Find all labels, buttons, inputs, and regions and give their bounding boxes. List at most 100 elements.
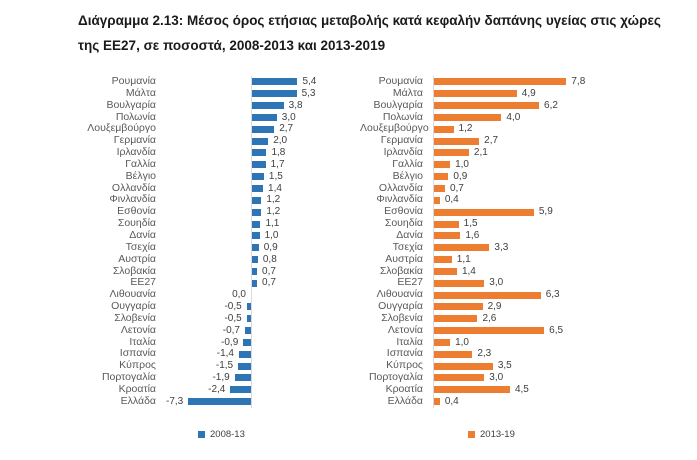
- country-label: Σλοβακία: [379, 264, 423, 277]
- value-label: 4,9: [521, 87, 536, 99]
- chart-title: Διάγραμμα 2.13: Μέσος όρος ετήσιας μεταβ…: [78, 8, 663, 58]
- chart-row: Ουγγαρία 2,9: [360, 300, 623, 313]
- country-label: Μάλτα: [125, 86, 156, 99]
- bar: [433, 125, 454, 133]
- country-label: Κύπρος: [386, 359, 423, 372]
- country-label: Γερμανία: [380, 134, 423, 147]
- value-label: 0,4: [444, 395, 459, 407]
- country-label: Ελλάδα: [120, 394, 156, 407]
- value-label: -1,9: [212, 372, 230, 384]
- bar: [433, 161, 451, 169]
- bar: [433, 232, 461, 240]
- bar: [433, 256, 452, 264]
- bar: [433, 327, 545, 335]
- chart-row: Τσεχία 0,9: [85, 240, 340, 254]
- chart-row: Ρουμανία 7,8: [360, 75, 623, 88]
- bar: [433, 303, 483, 311]
- country-label: Σουηδία: [384, 217, 423, 230]
- value-label: 2,7: [279, 123, 294, 135]
- value-label: 6,5: [549, 324, 564, 336]
- chart-row: Ρουμανία 5,4: [85, 75, 340, 88]
- country-label: Αυστρία: [385, 252, 423, 265]
- bar: [251, 244, 259, 252]
- chart-row: Ισπανία -1,4: [85, 348, 340, 360]
- value-label: 6,2: [544, 99, 558, 111]
- value-label: 1,2: [266, 206, 281, 218]
- chart-row: Γαλλία 1,0: [360, 157, 623, 171]
- value-label: -1,4: [216, 348, 234, 360]
- bar: [433, 315, 478, 323]
- country-label: Εσθονία: [384, 205, 423, 218]
- value-label: 1,7: [270, 158, 285, 170]
- country-label: Φινλανδία: [109, 193, 156, 206]
- country-label: Πολωνία: [115, 110, 156, 123]
- bar: [433, 398, 440, 406]
- value-label: -2,4: [208, 383, 226, 395]
- value-label: 0,0: [232, 289, 246, 301]
- bar: [433, 196, 440, 204]
- chart-row: Μάλτα 5,3: [85, 86, 340, 100]
- chart-row: ΕΕ27 0,7: [85, 276, 340, 289]
- country-label: Κύπρος: [119, 359, 156, 372]
- chart-row: Λετονία 6,5: [360, 324, 623, 337]
- chart-row: Βουλγαρία 6,2: [360, 99, 623, 112]
- chart-row: Λουξεμβούργο 2,7: [85, 123, 340, 135]
- value-label: -0,5: [224, 301, 242, 313]
- chart-row: Σουηδία 1,1: [85, 217, 340, 230]
- chart-row: Γερμανία 2,7: [360, 134, 623, 147]
- bar: [433, 90, 517, 98]
- chart-row: Βουλγαρία 3,8: [85, 99, 340, 112]
- bar: [251, 90, 297, 98]
- legend-2013-19: 2013-19: [468, 429, 515, 440]
- value-label: 3,0: [489, 372, 504, 384]
- chart-row: Ελλάδα -7,3: [85, 394, 340, 408]
- chart-title-line2: της ΕΕ27, σε ποσοστά, 2008-2013 και 2013…: [78, 38, 386, 53]
- chart-row: Γερμανία 2,0: [85, 134, 340, 147]
- bar: [433, 102, 540, 110]
- bar: [251, 267, 258, 275]
- value-label: 0,4: [444, 194, 459, 206]
- value-label: 1,6: [465, 229, 480, 241]
- value-label: 3,0: [281, 111, 296, 123]
- country-label: Γαλλία: [125, 157, 156, 170]
- chart-row: ΕΕ27 3,0: [360, 276, 623, 289]
- legend-label-2008-13: 2008-13: [210, 429, 245, 440]
- country-label: Γαλλία: [392, 157, 423, 170]
- country-label: ΕΕ27: [397, 276, 423, 289]
- bar: [251, 232, 260, 240]
- bar: [251, 149, 267, 157]
- chart-row: Σλοβενία -0,5: [85, 312, 340, 325]
- country-label: Τσεχία: [125, 240, 156, 253]
- value-label: 1,4: [461, 265, 476, 277]
- value-label: 0,9: [263, 241, 278, 253]
- value-label: 0,7: [262, 277, 276, 289]
- bar: [433, 374, 485, 382]
- chart-row: Τσεχία 3,3: [360, 241, 623, 254]
- chart-row: Ολλανδία 0,7: [360, 182, 623, 195]
- value-label: 1,0: [455, 336, 469, 348]
- value-label: 2,3: [477, 348, 492, 360]
- bar: [433, 208, 534, 216]
- chart-row: Ιταλία 1,0: [360, 336, 623, 349]
- value-label: 7,8: [571, 76, 586, 87]
- country-label: Εσθονία: [117, 205, 156, 218]
- chart-row: Εσθονία 5,9: [360, 205, 623, 218]
- axis-line: [251, 76, 252, 408]
- chart-row: Πολωνία 3,0: [85, 110, 340, 124]
- country-label: Βέλγιο: [125, 169, 156, 182]
- bar: [246, 315, 251, 323]
- bar: [251, 256, 258, 264]
- value-label: -1,5: [215, 360, 234, 372]
- bar: [238, 350, 251, 358]
- bar: [251, 137, 269, 145]
- country-label: Δανία: [129, 228, 156, 241]
- value-label: -0,9: [221, 336, 239, 348]
- chart-row: Λιθουανία 6,3: [360, 288, 623, 301]
- bar: [251, 173, 264, 181]
- value-label: 3,0: [489, 277, 504, 289]
- country-label: Ουγγαρία: [378, 300, 423, 313]
- value-label: 3,5: [497, 360, 512, 372]
- country-label: Πολωνία: [382, 110, 423, 123]
- country-label: Λετονία: [120, 323, 156, 336]
